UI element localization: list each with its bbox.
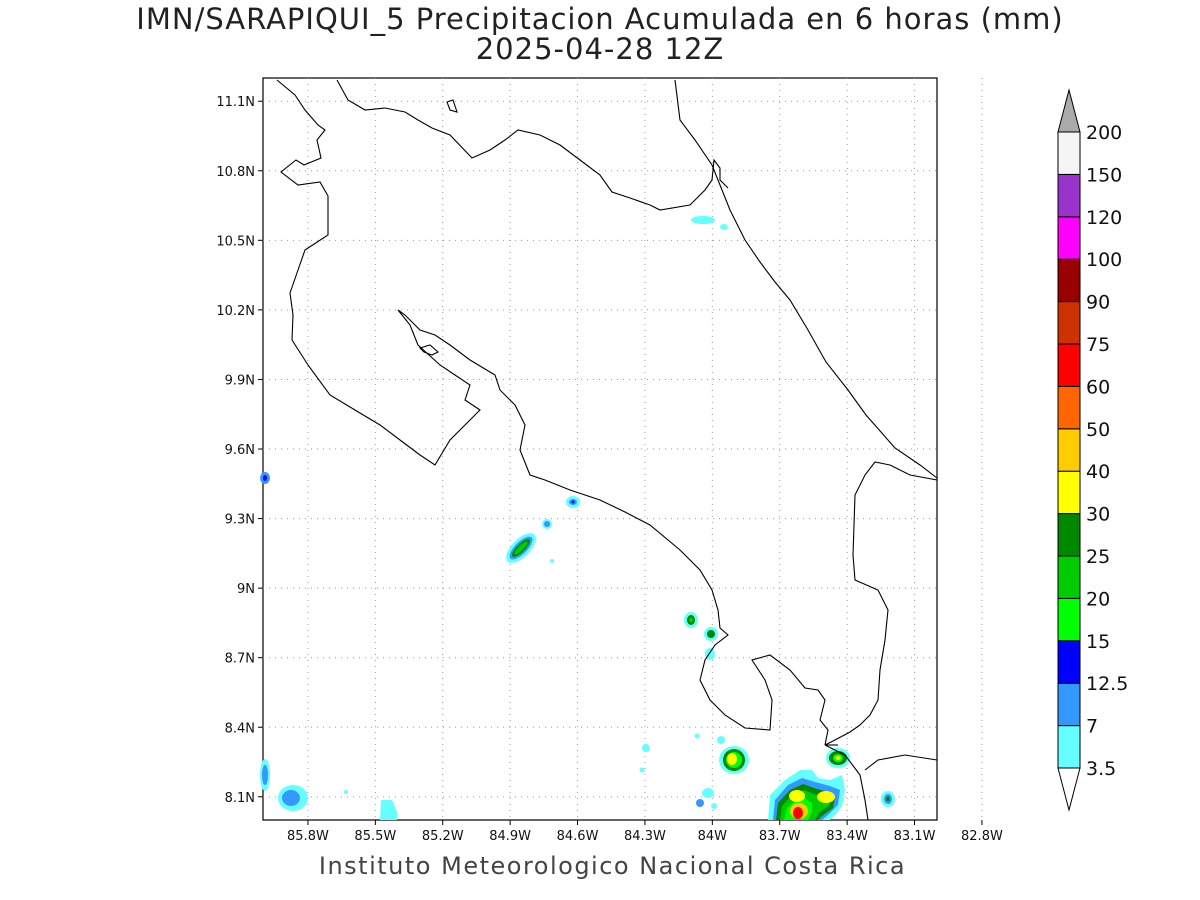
colorbar-label: 200 xyxy=(1086,122,1122,144)
lat-tick-label: 8.7N xyxy=(225,652,255,667)
lat-tick-label: 9.6N xyxy=(225,443,255,458)
lat-tick-label: 8.4N xyxy=(225,721,255,736)
lon-tick-label: 85.5W xyxy=(354,829,396,844)
colorbar-label: 25 xyxy=(1086,546,1110,568)
colorbar-label: 90 xyxy=(1086,292,1110,314)
lon-tick-label: 83.7W xyxy=(759,829,801,844)
colorbar-segment xyxy=(1057,301,1081,345)
colorbar-label: 30 xyxy=(1086,504,1110,526)
precip-cell xyxy=(544,521,550,527)
latitude-ticks: 11.1N 10.8N 10.5N 10.2N 9.9N 9.6N 9.3N 9N 8.7N 8.… xyxy=(216,95,263,806)
lat-tick-label: 8.1N xyxy=(225,791,255,806)
colorbar-label: 50 xyxy=(1086,419,1110,441)
colorbar-lower-arrow xyxy=(1057,767,1081,812)
precip-cell xyxy=(717,736,725,744)
precip-cell xyxy=(694,733,700,739)
colorbar-segment xyxy=(1057,725,1081,769)
colorbar-segment xyxy=(1057,428,1081,472)
colorbar-label: 75 xyxy=(1086,334,1110,356)
precip-cell xyxy=(691,216,715,224)
colorbar-segment xyxy=(1057,385,1081,430)
colorbar-segment xyxy=(1057,216,1081,260)
colorbar-label: 60 xyxy=(1086,376,1110,398)
lon-tick-label: 85.2W xyxy=(422,829,464,844)
colorbar: 3.5 7 12.5 15 20 25 30 40 50 60 75 90 100 120 150 200 xyxy=(1057,88,1128,812)
colorbar-label: 150 xyxy=(1086,164,1122,186)
colorbar-segment xyxy=(1057,640,1081,684)
colorbar-segment xyxy=(1057,682,1081,727)
lat-tick-label: 9.9N xyxy=(225,373,255,388)
colorbar-segment xyxy=(1057,513,1081,557)
precip-cell xyxy=(262,765,268,785)
longitude-ticks: 85.8W 85.5W 85.2W 84.9W 84.6W 84.3W 84W 83.7W 83… xyxy=(287,820,1003,844)
precip-cell xyxy=(696,799,704,807)
colorbar-label: 15 xyxy=(1086,631,1110,653)
map-subtitle-datetime: 2025-04-28 12Z xyxy=(475,32,725,66)
colorbar-segment xyxy=(1057,173,1081,218)
precip-cell xyxy=(550,559,554,563)
precip-cell xyxy=(380,800,397,820)
precip-cell xyxy=(344,790,348,794)
precip-cell xyxy=(263,475,267,481)
lat-tick-label: 9.3N xyxy=(225,513,255,528)
colorbar-upper-arrow xyxy=(1057,88,1081,133)
precip-cell xyxy=(789,790,805,802)
colorbar-segment xyxy=(1057,597,1081,642)
colorbar-label: 100 xyxy=(1086,249,1122,271)
precip-cell xyxy=(689,617,693,623)
colorbar-label: 7 xyxy=(1086,716,1098,738)
lon-tick-label: 84.9W xyxy=(489,829,531,844)
precip-cell xyxy=(639,767,645,773)
colorbar-segment xyxy=(1057,555,1081,599)
colorbar-segment xyxy=(1057,258,1081,303)
colorbar-label: 20 xyxy=(1086,588,1110,610)
precip-cell xyxy=(707,630,715,638)
precip-cell xyxy=(886,796,890,802)
colorbar-segment xyxy=(1057,470,1081,515)
lat-tick-label: 11.1N xyxy=(216,95,255,110)
map-title: IMN/SARAPIQUI_5 Precipitacion Acumulada … xyxy=(136,2,1064,36)
colorbar-label: 120 xyxy=(1086,207,1122,229)
precip-cell xyxy=(720,224,728,230)
colorbar-label: 3.5 xyxy=(1086,758,1116,780)
precip-cell xyxy=(514,541,528,555)
colorbar-label: 12.5 xyxy=(1086,673,1128,695)
lat-tick-label: 10.2N xyxy=(216,304,255,319)
precip-cell xyxy=(702,788,714,798)
colorbar-label: 40 xyxy=(1086,461,1110,483)
precip-cell xyxy=(727,753,737,765)
lat-tick-label: 9N xyxy=(237,582,255,597)
coastlines xyxy=(276,79,938,821)
lat-tick-label: 10.8N xyxy=(216,165,255,180)
lon-tick-label: 85.8W xyxy=(287,829,329,844)
precip-cell xyxy=(817,791,835,803)
precip-cell xyxy=(835,756,841,760)
lon-tick-label: 84W xyxy=(698,829,728,844)
footer-credit: Instituto Meteorologico Nacional Costa R… xyxy=(318,852,907,880)
lon-tick-label: 82.8W xyxy=(961,829,1003,844)
precip-cell xyxy=(642,744,650,752)
lon-tick-label: 84.3W xyxy=(624,829,666,844)
colorbar-segment xyxy=(1057,131,1081,175)
precipitation-areas xyxy=(260,216,895,820)
precip-cell xyxy=(711,803,717,809)
colorbar-segment xyxy=(1057,343,1081,387)
precip-cell xyxy=(793,807,803,819)
lat-tick-label: 10.5N xyxy=(216,234,255,249)
lon-tick-label: 84.6W xyxy=(557,829,599,844)
precip-cell xyxy=(282,790,300,806)
precip-cell xyxy=(571,500,575,504)
lon-tick-label: 83.1W xyxy=(894,829,936,844)
lon-tick-label: 83.4W xyxy=(826,829,868,844)
grid-lines xyxy=(263,78,983,820)
